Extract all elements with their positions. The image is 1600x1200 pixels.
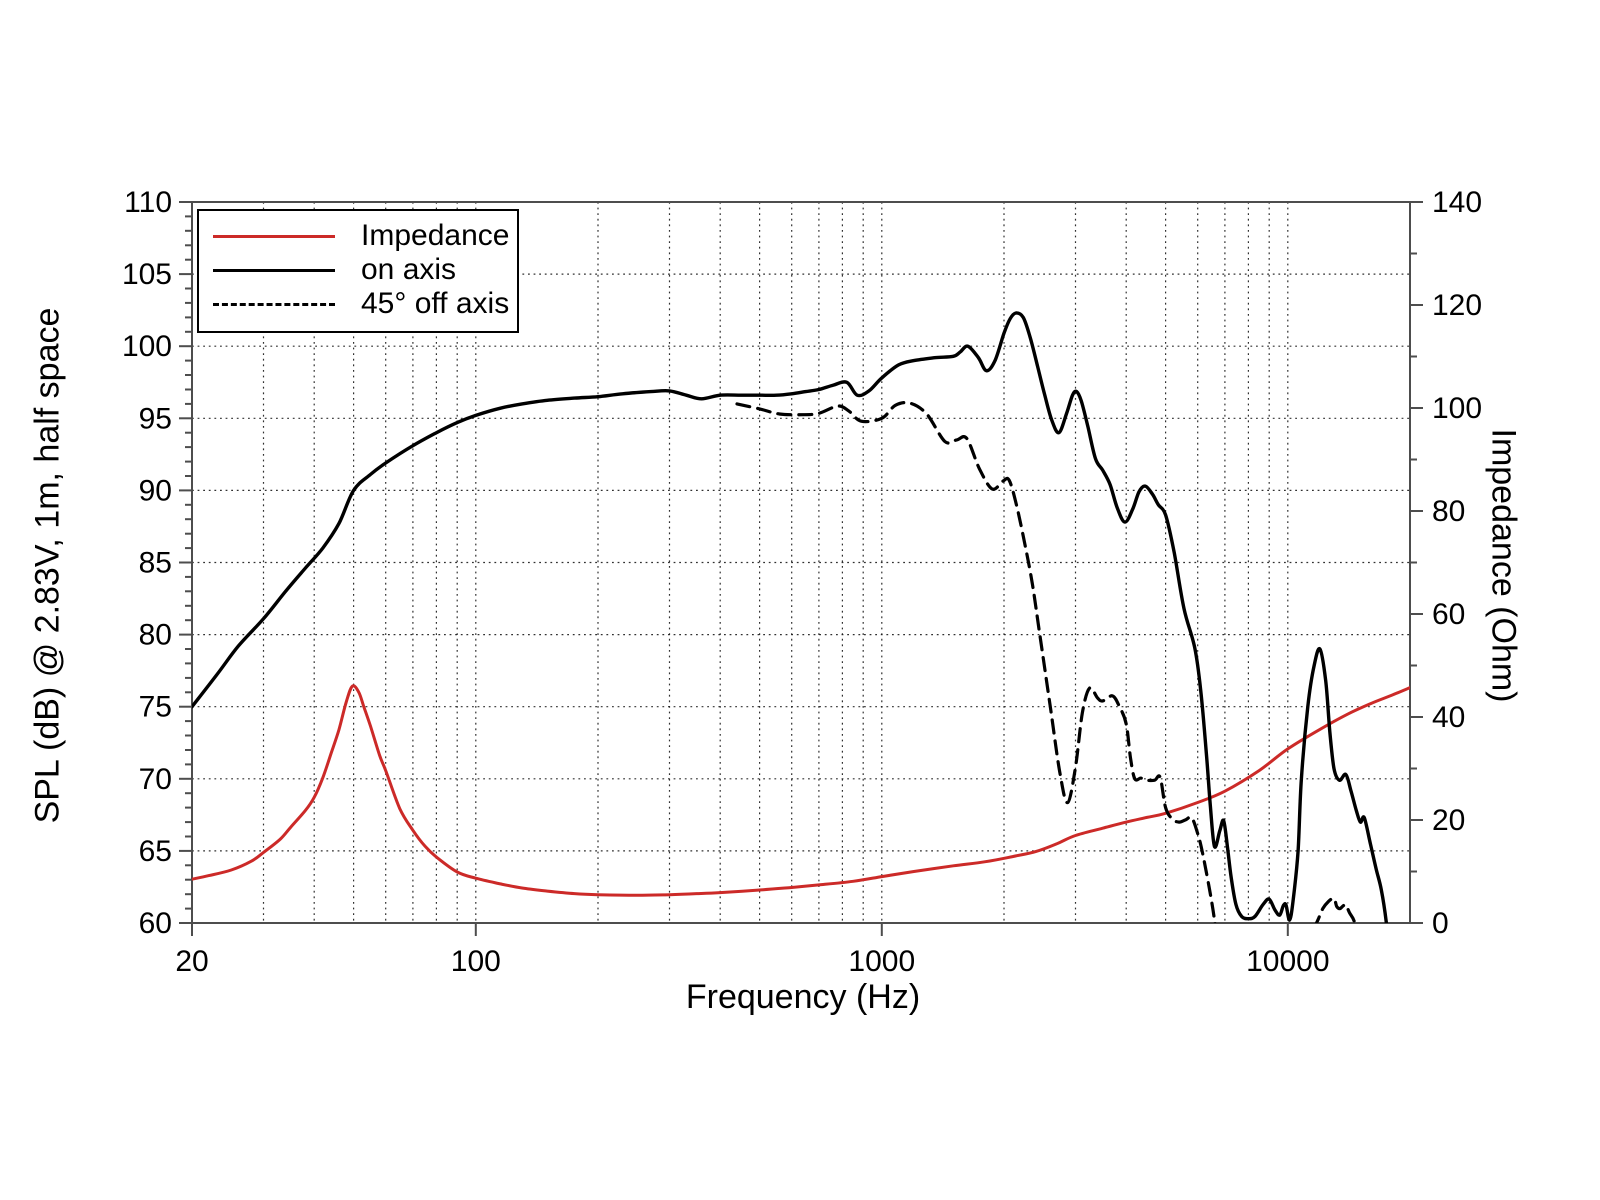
legend-label-45-off-axis: 45° off axis <box>361 287 510 320</box>
curve-45-off-axis <box>735 400 1217 923</box>
y-left-tick-label: 95 <box>139 402 172 435</box>
legend-item-on-axis: on axis <box>213 253 517 287</box>
y-left-tick-label: 105 <box>122 258 172 291</box>
y-left-tick-label: 65 <box>139 835 172 868</box>
x-axis-title: Frequency (Hz) <box>685 978 921 1016</box>
y-right-tick-label: 40 <box>1432 701 1465 734</box>
y-left-tick-label: 90 <box>139 474 172 507</box>
curve-impedance <box>192 684 1410 897</box>
y-left-tick-label: 100 <box>122 330 172 363</box>
x-tick-label: 1000 <box>848 945 915 978</box>
legend-label-on-axis: on axis <box>361 253 457 286</box>
legend-item-45-off-axis: 45° off axis <box>213 287 517 321</box>
y-right-tick-label: 20 <box>1432 804 1465 837</box>
legend-label-impedance: Impedance <box>361 219 510 252</box>
y-right-tick-label: 80 <box>1432 495 1465 528</box>
y-right-tick-label: 60 <box>1432 598 1465 631</box>
curve-45-off-axis <box>1314 896 1357 923</box>
legend: Impedance on axis 45° off axis <box>197 209 519 333</box>
curve-on-axis <box>192 311 1389 923</box>
legend-item-impedance: Impedance <box>213 219 517 253</box>
y-right-axis-title: Impedance (Ohm) <box>1484 428 1523 703</box>
plot-frame <box>191 201 1411 924</box>
y-right-tick-label: 0 <box>1432 907 1449 940</box>
y-left-tick-label: 60 <box>139 907 172 940</box>
y-left-tick-label: 110 <box>124 186 172 219</box>
y-right-tick-label: 100 <box>1432 392 1482 425</box>
x-tick-label: 100 <box>451 945 501 978</box>
y-right-tick-label: 140 <box>1432 186 1482 219</box>
y-left-tick-label: 70 <box>139 763 172 796</box>
y-left-tick-label: 80 <box>139 619 172 652</box>
x-tick-label: 20 <box>175 945 208 978</box>
y-left-tick-label: 75 <box>139 691 172 724</box>
y-left-tick-label: 85 <box>139 547 172 580</box>
impedance-line-sample <box>213 234 335 238</box>
on-axis-line-sample <box>213 268 335 272</box>
y-right-tick-label: 120 <box>1432 289 1482 322</box>
x-tick-label: 10000 <box>1246 945 1329 978</box>
off-axis-line-sample <box>213 302 335 306</box>
y-left-axis-title: SPL (dB) @ 2.83V, 1m, half space <box>28 307 67 824</box>
